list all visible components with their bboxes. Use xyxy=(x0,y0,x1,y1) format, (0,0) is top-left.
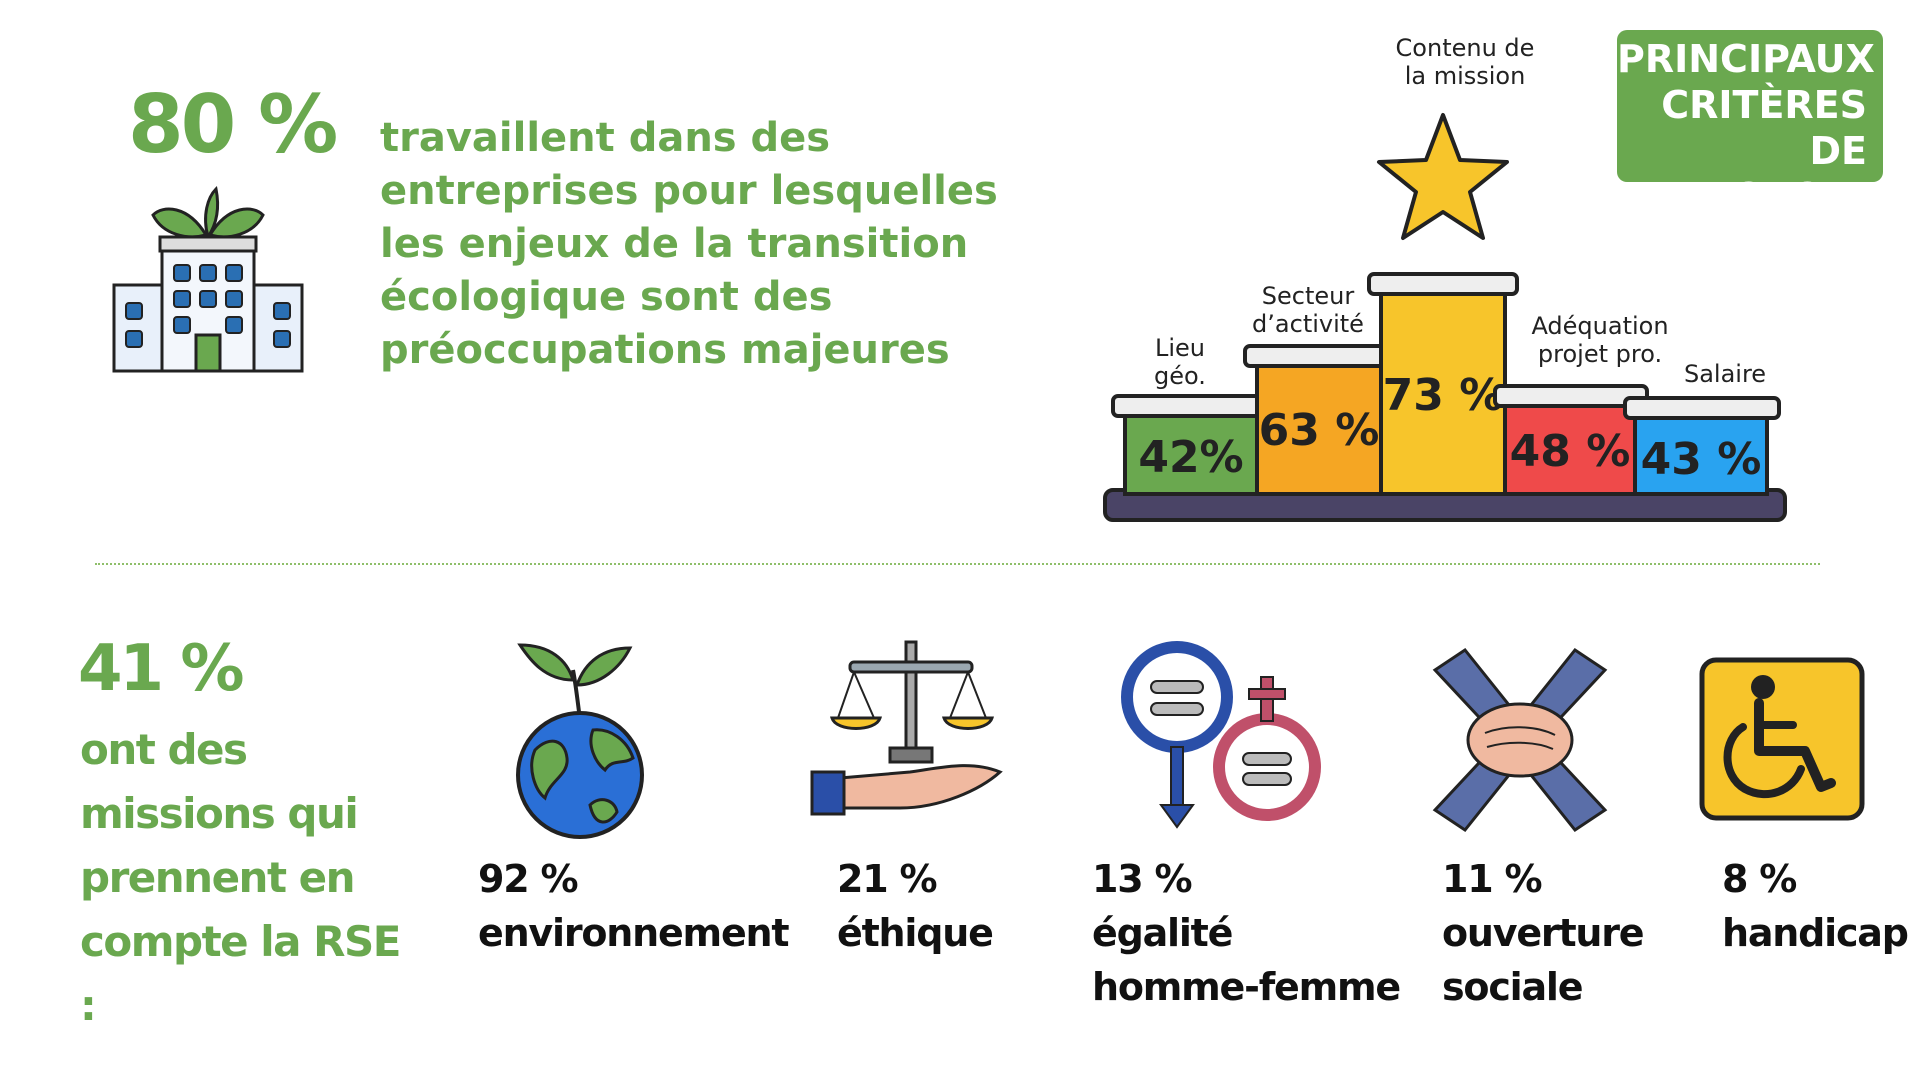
rse-text: ont des missions qui prennent en compte … xyxy=(80,718,420,1038)
podium-top-label: Contenu de la mission xyxy=(1365,34,1565,90)
wheelchair-icon xyxy=(1699,657,1865,821)
podium-value-adequation: 48 % xyxy=(1510,426,1631,477)
podium-label-lieu: Lieu géo. xyxy=(1140,334,1220,390)
podium-label-line: d’activité xyxy=(1252,310,1364,338)
category-label: handicap xyxy=(1722,911,1909,955)
category-label: homme-femme xyxy=(1092,965,1401,1009)
podium-label-salaire: Salaire xyxy=(1670,360,1780,388)
category-value: 21 % xyxy=(837,857,938,901)
rse-text-line: compte la RSE : xyxy=(80,917,401,1030)
category-label: éthique xyxy=(837,911,994,955)
podium-cap-secteur xyxy=(1243,344,1395,368)
podium-cap-salaire xyxy=(1623,396,1781,420)
category-ethique: 21 % éthique xyxy=(837,852,994,960)
badge-line: PRINCIPAUX xyxy=(1617,37,1875,81)
category-label: égalité xyxy=(1092,911,1233,955)
podium-step-contenu xyxy=(1379,286,1507,496)
podium-label-line: Lieu xyxy=(1154,334,1205,362)
podium-chart: 42% 63 % 73 % 48 % 43 % xyxy=(1103,113,1787,522)
category-environnement: 92 % environnement xyxy=(478,852,790,960)
stat-80-percent: 80 % xyxy=(128,78,338,171)
podium-label-line: Salaire xyxy=(1683,360,1767,388)
category-egalite: 13 % égalité homme-femme xyxy=(1092,852,1401,1014)
rse-text-line: prennent en xyxy=(80,853,356,902)
stat-41-percent: 41 % xyxy=(78,632,244,706)
podium-label-secteur: Secteur d’activité xyxy=(1233,282,1383,338)
category-value: 13 % xyxy=(1092,857,1193,901)
podium-label-line: Adéquation xyxy=(1531,312,1669,340)
badge-line: CHOIX xyxy=(1731,175,1867,219)
podium-value-salaire: 43 % xyxy=(1641,434,1762,485)
podium-label-line: projet pro. xyxy=(1537,340,1663,368)
podium-label-line: géo. xyxy=(1154,362,1206,390)
section-divider xyxy=(95,563,1820,565)
podium-step-secteur xyxy=(1255,358,1383,496)
gender-equality-icon xyxy=(1121,641,1321,829)
podium-step-salaire xyxy=(1633,410,1769,496)
earth-plant-icon xyxy=(516,643,644,839)
podium-label-adequation: Adéquation projet pro. xyxy=(1520,312,1680,368)
podium-cap-lieu xyxy=(1111,394,1271,418)
podium-value-secteur: 63 % xyxy=(1259,405,1380,456)
category-ouverture-sociale: 11 % ouverture sociale xyxy=(1442,852,1645,1014)
star-icon xyxy=(1377,113,1509,240)
category-value: 8 % xyxy=(1722,857,1797,901)
building-plant-icon xyxy=(112,185,304,373)
rse-text-line: ont des xyxy=(80,725,248,774)
joined-hands-icon xyxy=(1432,647,1608,833)
intro-text: travaillent dans des entreprises pour le… xyxy=(380,115,998,373)
scales-hand-icon xyxy=(810,640,1003,816)
podium-value-lieu: 42% xyxy=(1138,432,1243,483)
badge-line: CRITÈRES DE xyxy=(1661,83,1867,173)
podium-cap-contenu xyxy=(1367,272,1519,296)
criteria-badge: PRINCIPAUX CRITÈRES DE CHOIX xyxy=(1617,30,1883,219)
category-label: sociale xyxy=(1442,965,1584,1009)
category-label: ouverture xyxy=(1442,911,1645,955)
podium-top-label-line: la mission xyxy=(1404,62,1526,90)
podium-top-label-line: Contenu de xyxy=(1395,34,1535,62)
category-value: 11 % xyxy=(1442,857,1543,901)
category-label: environnement xyxy=(478,911,790,955)
podium-value-contenu: 73 % xyxy=(1383,370,1504,421)
podium-label-line: Secteur xyxy=(1261,282,1355,310)
category-handicap: 8 % handicap xyxy=(1722,852,1909,960)
category-value: 92 % xyxy=(478,857,579,901)
rse-text-line: missions qui xyxy=(80,789,359,838)
